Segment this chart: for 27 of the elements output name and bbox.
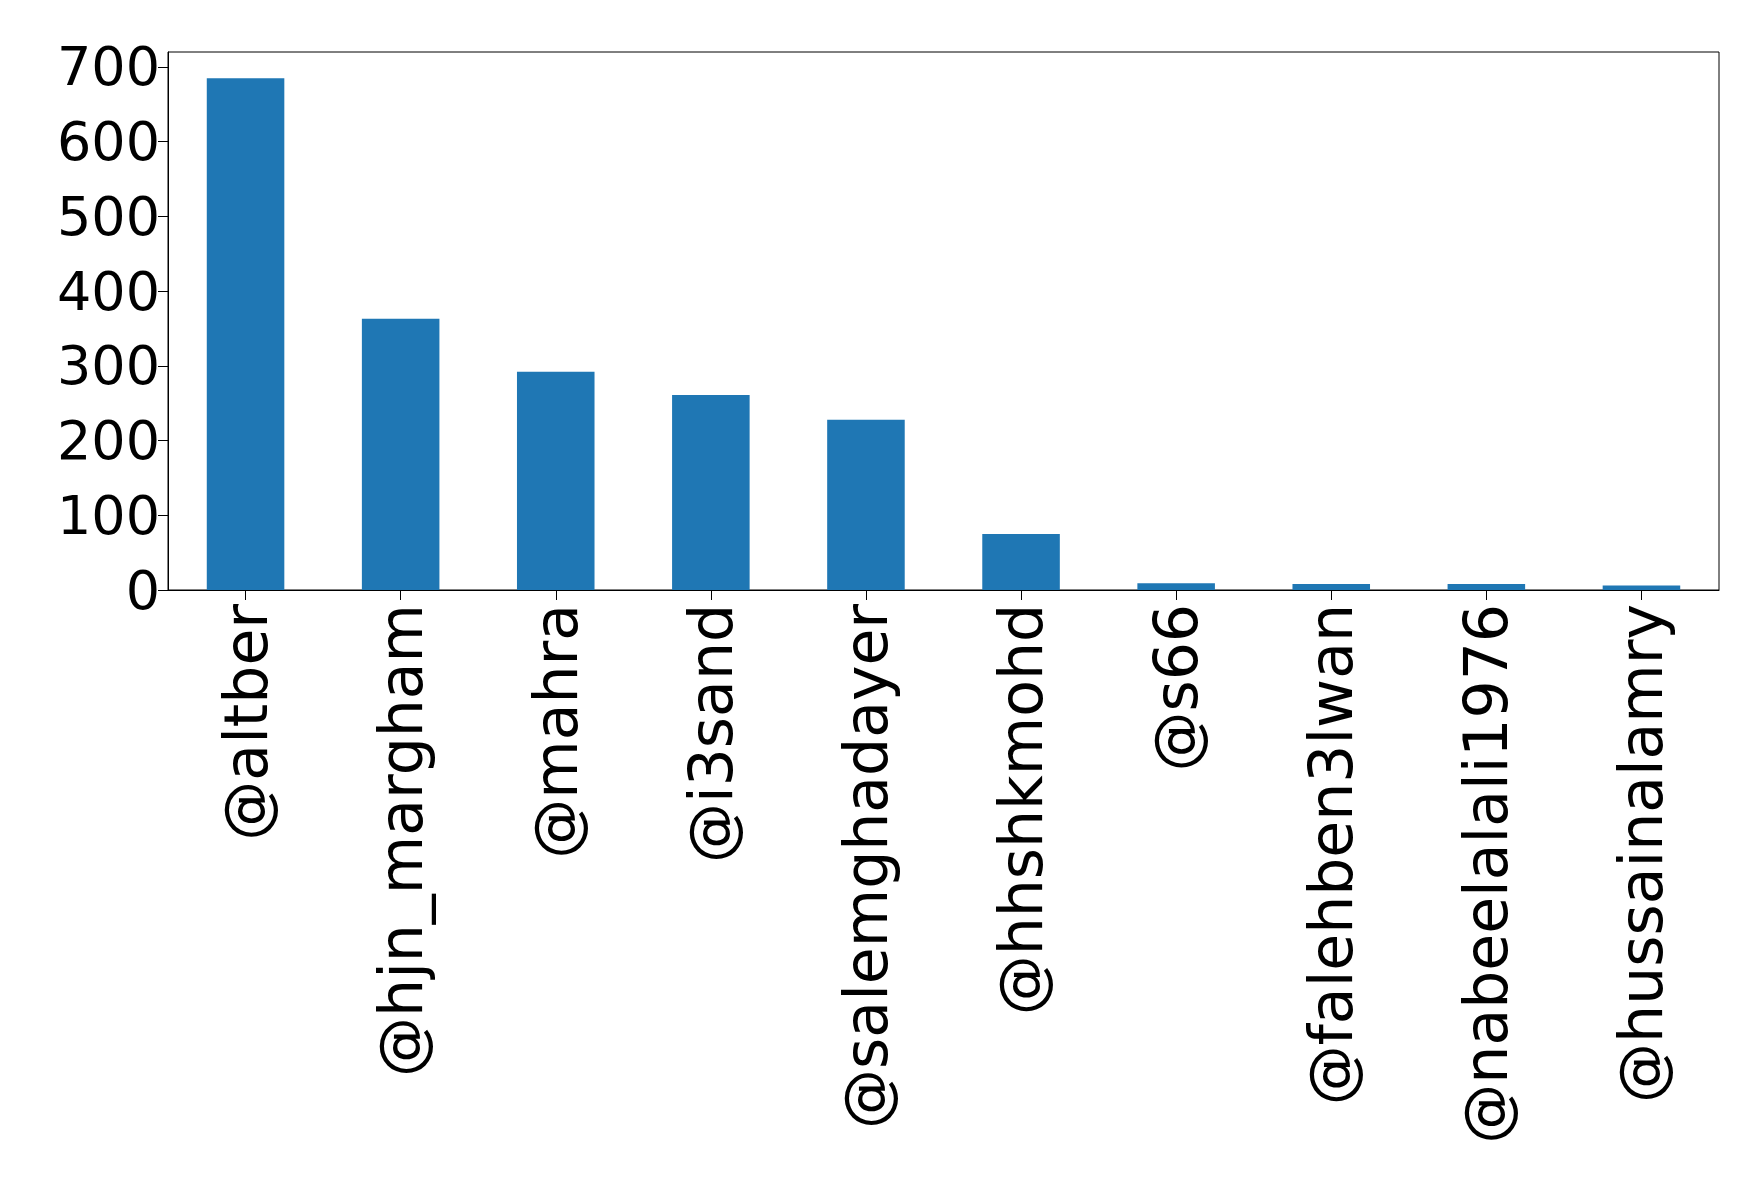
bar <box>1137 583 1215 590</box>
y-tick-label: 100 <box>56 483 160 547</box>
x-tick-label: @salemghadayer <box>830 603 901 1129</box>
y-tick-label: 400 <box>56 259 160 323</box>
x-tick-label: @hhshkmohd <box>986 604 1057 1016</box>
x-tick-label: @falehben3lwan <box>1296 604 1367 1106</box>
x-tick-label: @nabeelalali1976 <box>1451 604 1522 1144</box>
x-tick-label: @s66 <box>1141 604 1212 772</box>
x-tick-label: @hussainalamry <box>1606 604 1677 1103</box>
y-tick-label: 500 <box>56 184 160 248</box>
bar <box>982 533 1060 590</box>
x-tick-label: @i3sand <box>675 604 746 863</box>
x-tick-label: @hjn_margham <box>365 604 436 1077</box>
bar <box>516 371 595 590</box>
y-tick-label: 0 <box>125 558 160 622</box>
bar <box>1447 584 1526 590</box>
bar <box>672 394 750 590</box>
y-tick-label: 300 <box>56 334 160 398</box>
bar <box>1292 584 1371 590</box>
bar <box>206 78 285 590</box>
bar <box>361 318 440 590</box>
x-tick-label: @mahra <box>520 604 591 859</box>
bar <box>827 419 905 590</box>
y-tick-label: 200 <box>56 409 160 473</box>
y-tick-label: 600 <box>56 110 160 174</box>
x-tick-label: @altber <box>210 603 281 841</box>
y-tick-label: 700 <box>56 35 160 99</box>
